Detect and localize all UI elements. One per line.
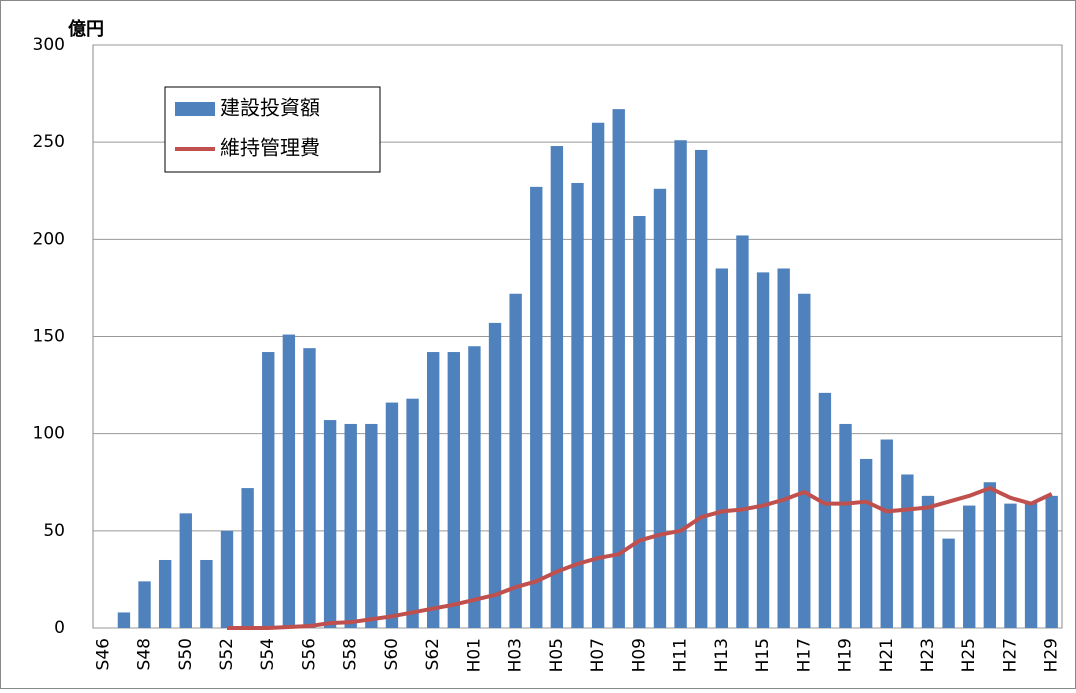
y-axis-label: 億円 bbox=[68, 18, 104, 40]
x-tick-label: S50 bbox=[176, 638, 196, 670]
bar bbox=[633, 216, 646, 628]
x-tick-label: S56 bbox=[299, 638, 319, 670]
bar bbox=[612, 109, 625, 628]
x-tick-label: H17 bbox=[794, 638, 814, 672]
bar bbox=[901, 474, 914, 628]
x-tick-label: S48 bbox=[135, 638, 155, 670]
x-tick-label: H23 bbox=[918, 638, 938, 672]
y-tick-label: 0 bbox=[54, 618, 65, 638]
bar bbox=[818, 392, 832, 628]
bar bbox=[591, 122, 605, 628]
bar bbox=[715, 268, 729, 628]
y-tick-label: 300 bbox=[33, 35, 65, 55]
bar bbox=[262, 352, 275, 628]
bar bbox=[138, 581, 151, 628]
bar bbox=[509, 293, 522, 628]
bar bbox=[282, 334, 296, 628]
bar bbox=[983, 482, 997, 628]
x-tick-label: S46 bbox=[93, 638, 113, 670]
bar bbox=[880, 439, 893, 628]
bar bbox=[756, 272, 770, 628]
x-tick-label: H07 bbox=[588, 638, 608, 672]
legend-label: 建設投資額 bbox=[220, 96, 320, 120]
bar bbox=[695, 149, 708, 628]
x-tick-label: H11 bbox=[671, 638, 691, 672]
bar bbox=[200, 559, 213, 628]
bar bbox=[736, 235, 749, 629]
bar bbox=[468, 346, 481, 628]
x-tick-label: S60 bbox=[382, 638, 402, 670]
x-tick-label: H25 bbox=[959, 638, 979, 672]
bar bbox=[921, 495, 935, 628]
x-tick-label: H09 bbox=[629, 638, 649, 672]
bar bbox=[942, 538, 955, 628]
legend-label: 維持管理費 bbox=[220, 136, 320, 160]
bar bbox=[241, 488, 254, 628]
x-tick-label: S52 bbox=[217, 638, 237, 670]
bar bbox=[117, 612, 131, 628]
x-tick-label: H05 bbox=[547, 638, 567, 672]
bar bbox=[1024, 501, 1038, 628]
y-tick-label: 50 bbox=[43, 521, 65, 541]
bar bbox=[674, 140, 687, 628]
bar bbox=[571, 182, 584, 628]
x-tick-label: H19 bbox=[836, 638, 856, 672]
x-tick-label: H29 bbox=[1042, 638, 1062, 672]
legend-box bbox=[164, 86, 381, 173]
legend-swatch bbox=[175, 102, 215, 116]
bar bbox=[303, 348, 316, 628]
bar bbox=[550, 146, 564, 628]
x-tick-label: S58 bbox=[341, 638, 361, 670]
bar bbox=[839, 423, 852, 628]
bar bbox=[653, 188, 667, 628]
y-tick-label: 200 bbox=[33, 229, 65, 249]
bar bbox=[158, 559, 172, 628]
x-tick-label: H21 bbox=[877, 638, 897, 672]
bar bbox=[1004, 503, 1017, 628]
bar bbox=[406, 398, 419, 628]
bar bbox=[344, 423, 357, 628]
y-tick-label: 250 bbox=[33, 132, 65, 152]
x-tick-label: H27 bbox=[1000, 638, 1020, 672]
x-tick-label: S54 bbox=[258, 638, 278, 670]
bar bbox=[530, 186, 543, 628]
x-tick-label: H15 bbox=[753, 638, 773, 672]
x-tick-label: S62 bbox=[423, 638, 443, 670]
x-tick-label: H03 bbox=[506, 638, 526, 672]
bar bbox=[777, 268, 790, 628]
y-tick-label: 150 bbox=[33, 327, 65, 347]
bar bbox=[798, 293, 811, 628]
y-tick-label: 100 bbox=[33, 424, 65, 444]
bar bbox=[179, 513, 192, 628]
bar bbox=[323, 420, 337, 628]
x-tick-label: H01 bbox=[464, 638, 484, 672]
bar bbox=[220, 530, 234, 628]
bar bbox=[385, 402, 399, 628]
bar bbox=[1045, 495, 1058, 628]
bar bbox=[447, 352, 460, 628]
x-tick-label: H13 bbox=[712, 638, 732, 672]
bar bbox=[963, 505, 976, 628]
bar bbox=[859, 458, 873, 628]
bar bbox=[426, 352, 440, 628]
bar bbox=[365, 423, 378, 628]
bar bbox=[488, 322, 502, 628]
line bbox=[227, 486, 1053, 630]
